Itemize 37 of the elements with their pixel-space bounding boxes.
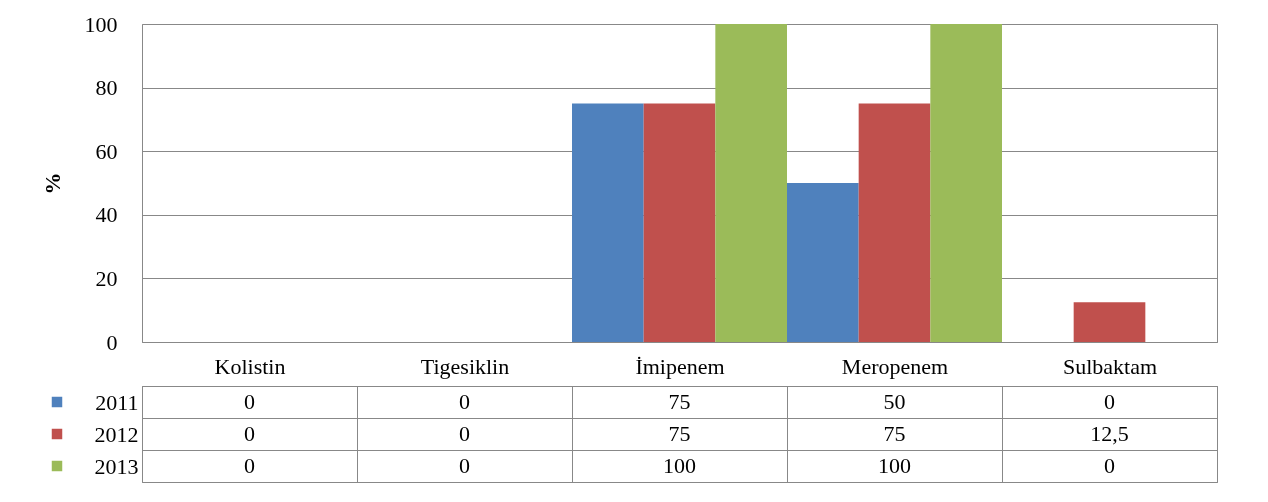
bar	[787, 183, 859, 342]
y-tick-label: 40	[95, 202, 118, 228]
data-label: 0	[1104, 453, 1115, 478]
y-tick-label: 80	[95, 75, 118, 101]
y-tick-label: 100	[84, 11, 118, 37]
bar	[930, 24, 1002, 342]
data-label: 0	[459, 421, 470, 446]
legend-label: 2011	[95, 389, 139, 415]
y-axis-title: %	[39, 172, 65, 195]
bar	[715, 24, 787, 342]
legend-label: 2012	[94, 421, 139, 447]
y-tick-label: 60	[95, 138, 118, 164]
x-tick-label: İmipenem	[635, 353, 725, 379]
data-label: 75	[668, 421, 691, 446]
data-label: 0	[459, 389, 470, 414]
y-tick-label: 20	[95, 265, 118, 291]
data-label: 100	[663, 453, 696, 478]
data-label: 0	[459, 453, 470, 478]
data-label: 75	[883, 421, 906, 446]
data-label: 0	[244, 421, 255, 446]
x-tick-label: Meropenem	[841, 353, 949, 379]
x-tick-label: Tigesiklin	[420, 353, 510, 379]
data-label: 100	[878, 453, 911, 478]
x-tick-label: Kolistin	[214, 353, 286, 379]
data-label: 50	[883, 389, 906, 414]
data-label: 75	[668, 389, 691, 414]
bar	[858, 103, 931, 342]
data-label: 0	[244, 389, 255, 414]
bar	[643, 103, 716, 342]
y-tick-label: 0	[106, 329, 118, 355]
data-label: 0	[1104, 389, 1115, 414]
legend-label: 2013	[94, 453, 139, 479]
bar	[572, 103, 644, 342]
data-label: 12,5	[1090, 421, 1129, 446]
x-tick-label: Sulbaktam	[1062, 353, 1158, 379]
bar	[1073, 302, 1146, 342]
data-label: 0	[244, 453, 255, 478]
